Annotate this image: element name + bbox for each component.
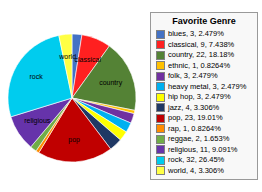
html-text:folk, 3, 2.479%: folk, 3, 2.479% [168, 71, 218, 80]
html-text:reggae, 2, 1.653%: reggae, 2, 1.653% [168, 134, 230, 143]
html-text:jazz, 4, 3.306%: jazz, 4, 3.306% [168, 102, 220, 112]
html-text:classical, 9, 7.438%: classical, 9, 7.438% [168, 39, 235, 49]
html-text:Favorite Genre: Favorite Genre [172, 16, 236, 26]
html-text:ethnic, 1, 0.8264%: ethnic, 1, 0.8264% [168, 60, 231, 70]
html-text:blues, 3, 2.479%: blues, 3, 2.479% [168, 29, 224, 38]
html-text:pop, 23, 19.01%: pop, 23, 19.01% [168, 113, 223, 122]
html-text:rock, 32, 26.45%: rock, 32, 26.45% [168, 155, 225, 164]
svg-text:pop: pop [68, 136, 80, 144]
html-text:rap, 1, 0.8264%: rap, 1, 0.8264% [168, 123, 221, 133]
svg-text:world: world [58, 53, 76, 60]
html-text:country, 22, 18.18%: country, 22, 18.18% [168, 50, 235, 59]
svg-text:religious: religious [24, 117, 51, 125]
html-text:religious, 11, 9.091%: religious, 11, 9.091% [168, 144, 238, 154]
html-text:hip hop, 3, 2.479%: hip hop, 3, 2.479% [168, 92, 231, 101]
html-text:heavy metal, 3, 2.479%: heavy metal, 3, 2.479% [168, 81, 247, 91]
html-text:world, 4, 3.306%: world, 4, 3.306% [168, 165, 224, 175]
svg-text:country: country [99, 79, 122, 87]
svg-text:classical: classical [75, 56, 102, 63]
svg-text:rock: rock [30, 73, 44, 80]
